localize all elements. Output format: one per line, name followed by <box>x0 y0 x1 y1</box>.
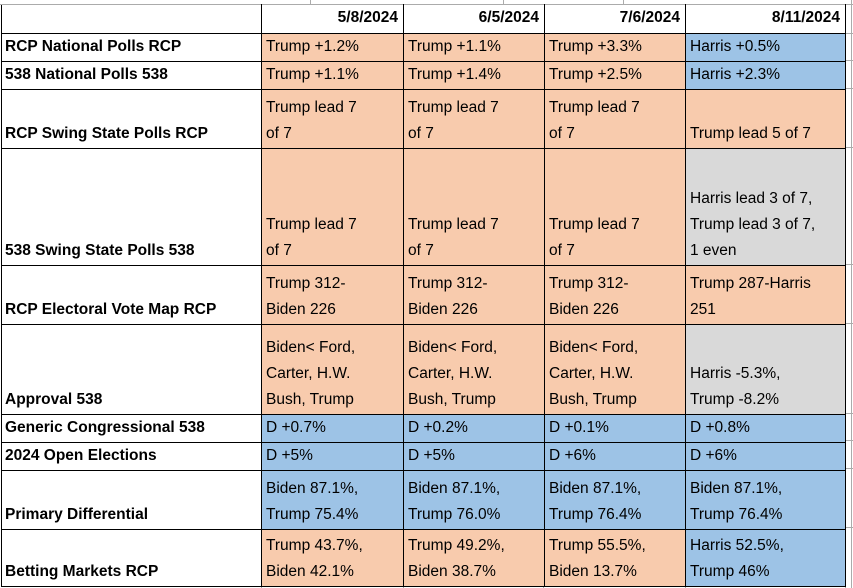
row-label[interactable]: RCP National Polls RCP <box>1 33 262 62</box>
poll-cell[interactable]: Trump lead 7 of 7 <box>403 89 545 149</box>
sheet-gridline <box>845 468 853 469</box>
table-row: 2024 Open Elections D +5% D +5% D +6% D … <box>1 442 846 471</box>
poll-cell[interactable]: Biden 87.1%, Trump 75.4% <box>261 470 404 530</box>
poll-cell[interactable]: Biden< Ford, Carter, H.W. Bush, Trump <box>403 324 545 415</box>
row-label[interactable]: Betting Markets RCP <box>1 529 262 587</box>
poll-cell[interactable]: Trump 43.7%, Biden 42.1% <box>261 529 404 587</box>
row-label[interactable]: Primary Differential <box>1 470 262 530</box>
poll-cell[interactable]: Biden 87.1%, Trump 76.0% <box>403 470 545 530</box>
poll-cell[interactable]: Harris -5.3%, Trump -8.2% <box>685 324 846 415</box>
poll-cell[interactable]: Biden 87.1%, Trump 76.4% <box>685 470 846 530</box>
table-row: Betting Markets RCP Trump 43.7%, Biden 4… <box>1 529 846 587</box>
poll-cell[interactable]: Trump +2.5% <box>544 61 686 90</box>
corner-blank-cell[interactable] <box>1 4 262 34</box>
sheet-gridline <box>845 60 853 61</box>
poll-cell[interactable]: Trump lead 7 of 7 <box>403 148 545 266</box>
sheet-gridline <box>845 413 853 414</box>
sheet-gridline <box>845 88 853 89</box>
sheet-gridline <box>845 147 853 148</box>
poll-tracking-table: 5/8/2024 6/5/2024 7/6/2024 8/11/2024 RCP… <box>1 4 846 587</box>
poll-cell[interactable]: Trump 312- Biden 226 <box>261 265 404 325</box>
column-header-date[interactable]: 5/8/2024 <box>261 4 404 34</box>
poll-cell[interactable]: Trump lead 7 of 7 <box>261 148 404 266</box>
poll-cell[interactable]: Trump lead 7 of 7 <box>261 89 404 149</box>
poll-cell[interactable]: Trump +1.4% <box>403 61 545 90</box>
sheet-gridline <box>623 0 624 4</box>
sheet-gridline <box>845 440 853 441</box>
table-row: RCP Electoral Vote Map RCP Trump 312- Bi… <box>1 265 846 325</box>
row-label[interactable]: 2024 Open Elections <box>1 442 262 471</box>
table-row: Primary Differential Biden 87.1%, Trump … <box>1 470 846 530</box>
sheet-gridline <box>851 0 852 588</box>
table-row: 538 Swing State Polls 538 Trump lead 7 o… <box>1 148 846 266</box>
table-row: RCP Swing State Polls RCP Trump lead 7 o… <box>1 89 846 149</box>
row-label[interactable]: 538 National Polls 538 <box>1 61 262 90</box>
row-label[interactable]: 538 Swing State Polls 538 <box>1 148 262 266</box>
poll-cell[interactable]: Trump 312- Biden 226 <box>544 265 686 325</box>
table-row: Generic Congressional 538 D +0.7% D +0.2… <box>1 414 846 443</box>
sheet-gridline <box>310 0 311 4</box>
poll-cell[interactable]: Harris 52.5%, Trump 46% <box>685 529 846 587</box>
poll-cell[interactable]: D +0.8% <box>685 414 846 443</box>
table-row: Approval 538 Biden< Ford, Carter, H.W. B… <box>1 324 846 415</box>
row-label[interactable]: Generic Congressional 538 <box>1 414 262 443</box>
poll-cell[interactable]: Trump 312- Biden 226 <box>403 265 545 325</box>
poll-cell[interactable]: Trump lead 7 of 7 <box>544 148 686 266</box>
row-label[interactable]: RCP Electoral Vote Map RCP <box>1 265 262 325</box>
poll-cell[interactable]: D +0.7% <box>261 414 404 443</box>
poll-cell[interactable]: Trump 49.2%, Biden 38.7% <box>403 529 545 587</box>
poll-cell[interactable]: Biden< Ford, Carter, H.W. Bush, Trump <box>261 324 404 415</box>
sheet-gridline <box>503 0 504 4</box>
poll-cell[interactable]: Trump +1.1% <box>403 33 545 62</box>
sheet-gridline <box>845 323 853 324</box>
row-label[interactable]: Approval 538 <box>1 324 262 415</box>
poll-cell[interactable]: Trump lead 7 of 7 <box>544 89 686 149</box>
column-header-date[interactable]: 6/5/2024 <box>403 4 545 34</box>
poll-cell[interactable]: D +0.1% <box>544 414 686 443</box>
sheet-gridline <box>845 33 853 34</box>
poll-cell[interactable]: Trump +1.1% <box>261 61 404 90</box>
poll-cell[interactable]: D +5% <box>403 442 545 471</box>
poll-cell[interactable]: D +5% <box>261 442 404 471</box>
poll-cell[interactable]: Biden 87.1%, Trump 76.4% <box>544 470 686 530</box>
table-row: RCP National Polls RCP Trump +1.2% Trump… <box>1 33 846 62</box>
poll-cell[interactable]: Biden< Ford, Carter, H.W. Bush, Trump <box>544 324 686 415</box>
poll-cell[interactable]: Trump +3.3% <box>544 33 686 62</box>
poll-cell[interactable]: Trump 55.5%, Biden 13.7% <box>544 529 686 587</box>
poll-cell[interactable]: D +6% <box>544 442 686 471</box>
header-row: 5/8/2024 6/5/2024 7/6/2024 8/11/2024 <box>1 4 846 34</box>
poll-cell[interactable]: Trump lead 5 of 7 <box>685 89 846 149</box>
poll-cell[interactable]: Harris +0.5% <box>685 33 846 62</box>
poll-cell[interactable]: Harris lead 3 of 7, Trump lead 3 of 7, 1… <box>685 148 846 266</box>
sheet-gridline <box>845 527 853 528</box>
table-row: 538 National Polls 538 Trump +1.1% Trump… <box>1 61 846 90</box>
column-header-date[interactable]: 8/11/2024 <box>685 4 846 34</box>
poll-cell[interactable]: Trump 287-Harris 251 <box>685 265 846 325</box>
sheet-gridline <box>845 264 853 265</box>
poll-cell[interactable]: D +0.2% <box>403 414 545 443</box>
poll-cell[interactable]: Trump +1.2% <box>261 33 404 62</box>
poll-cell[interactable]: Harris +2.3% <box>685 61 846 90</box>
poll-cell[interactable]: D +6% <box>685 442 846 471</box>
row-label[interactable]: RCP Swing State Polls RCP <box>1 89 262 149</box>
column-header-date[interactable]: 7/6/2024 <box>544 4 686 34</box>
